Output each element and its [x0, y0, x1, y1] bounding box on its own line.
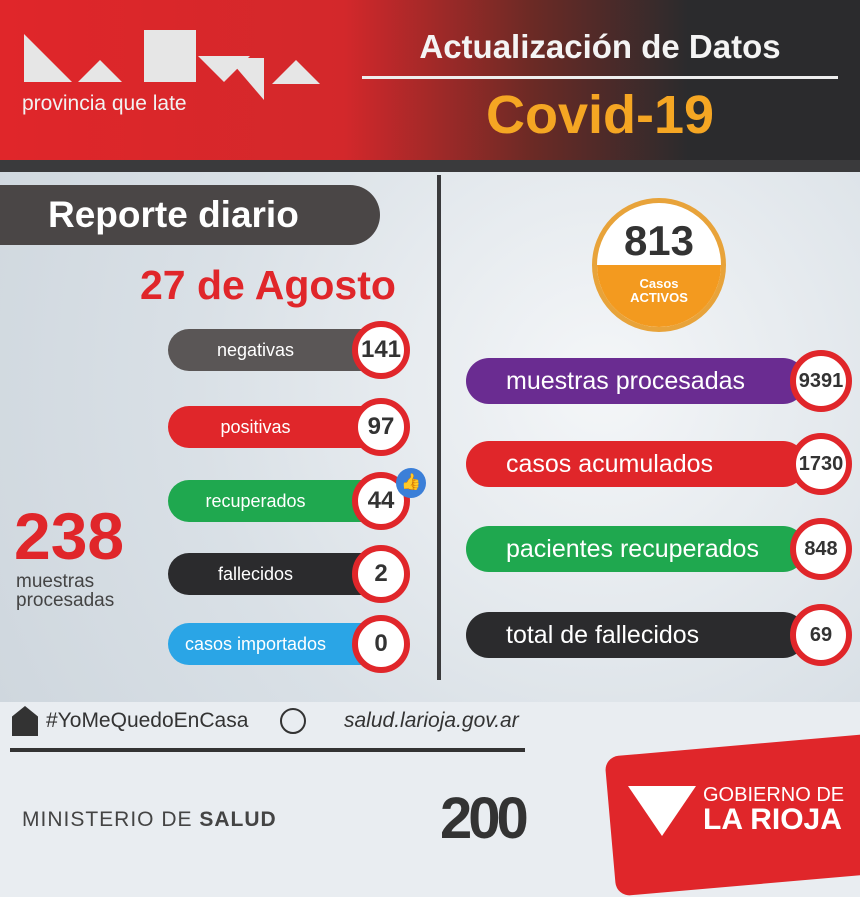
ministry-name: MINISTERIO DE SALUD	[22, 808, 277, 832]
label-line: Casos	[639, 276, 679, 291]
divider	[0, 160, 860, 172]
stat-value: 9391	[790, 350, 852, 412]
divider	[10, 748, 525, 752]
thumbs-up-icon: 👍	[396, 468, 426, 498]
page-subtitle: Covid-19	[485, 85, 715, 145]
label-line: ACTIVOS	[630, 290, 688, 305]
stat-pill-total-de-fallecidos: total de fallecidos	[466, 612, 806, 658]
stat-pill-negativas: negativas	[168, 329, 383, 371]
stat-label: recuperados	[205, 490, 306, 511]
label-line: muestras	[16, 571, 95, 592]
stat-pill-positivas: positivas	[168, 406, 383, 448]
stat-value: 0	[352, 615, 410, 673]
stat-value: 2	[352, 545, 410, 603]
stat-pill-muestras-procesadas: muestras procesadas	[466, 358, 806, 404]
label-line: procesadas	[16, 590, 115, 611]
stat-label: total de fallecidos	[506, 620, 700, 649]
stat-value: 1730	[790, 433, 852, 495]
stat-label: positivas	[220, 416, 291, 437]
stat-label: casos importados	[184, 633, 327, 654]
daily-samples-value: 238	[14, 499, 125, 573]
stat-pill-casos-importados: casos importados	[168, 623, 383, 665]
label-part: MINISTERIO DE	[22, 808, 200, 831]
stat-value: 141	[352, 321, 410, 379]
stat-value: 848	[790, 518, 852, 580]
house-icon	[12, 706, 38, 736]
stat-label: pacientes recuperados	[506, 534, 759, 563]
hashtag: #YoMeQuedoEnCasa	[46, 709, 249, 732]
stat-label: casos acumulados	[506, 449, 714, 478]
report-date: 27 de Agosto	[140, 262, 396, 308]
divider	[362, 76, 838, 79]
active-cases-badge: 813 Casos ACTIVOS	[592, 198, 726, 332]
label-part: SALUD	[199, 808, 277, 831]
vertical-divider	[437, 175, 441, 680]
stat-pill-casos-acumulados: casos acumulados	[466, 441, 806, 487]
government-label: GOBIERNO DE	[703, 784, 845, 806]
stat-value: 97	[352, 398, 410, 456]
tagline: provincia que late	[22, 92, 187, 115]
daily-samples-label: muestras procesadas	[16, 572, 114, 610]
stat-label: muestras procesadas	[506, 366, 746, 395]
globe-icon	[280, 708, 306, 734]
stat-pill-pacientes-recuperados: pacientes recuperados	[466, 526, 806, 572]
page-title: Actualización de Datos	[419, 28, 781, 65]
stat-label: fallecidos	[217, 563, 294, 584]
website-link[interactable]: salud.larioja.gov.ar	[344, 709, 519, 732]
stat-pill-fallecidos: fallecidos	[168, 553, 383, 595]
government-name: LA RIOJA	[703, 803, 842, 836]
report-title: Reporte diario	[0, 185, 380, 245]
stat-value: 69	[790, 604, 852, 666]
stat-pill-recuperados: recuperados	[168, 480, 383, 522]
header-banner: provincia que late Actualización de Dato…	[0, 0, 860, 160]
active-cases-value: 813	[623, 217, 695, 264]
government-logo-icon	[628, 786, 696, 836]
stat-label: negativas	[216, 339, 295, 360]
anniversary-logo: 200	[440, 786, 529, 851]
